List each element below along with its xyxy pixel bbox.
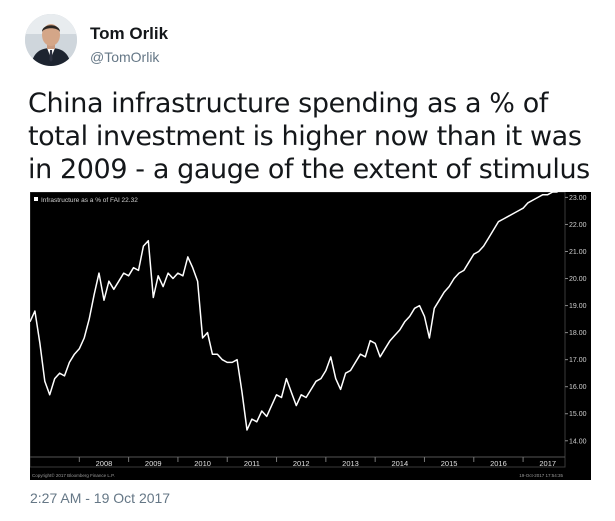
- y-tick-label: 19.00: [569, 303, 587, 310]
- x-tick-label: 2017: [539, 459, 556, 468]
- y-tick-label: 15.00: [569, 411, 587, 418]
- y-tick-label: 23.00: [569, 195, 587, 202]
- series-line-infrastructure: [29, 191, 558, 431]
- y-tick-label: 16.00: [569, 384, 587, 391]
- line-chart: Infrastructure as a % of FAI 22.32 2008 2…: [29, 191, 591, 480]
- author-name[interactable]: Tom Orlik: [90, 24, 169, 43]
- x-tick-label: 2010: [194, 459, 211, 468]
- y-axis-ticks: 14.00 15.00 16.00 17.00 18.00 19.00 20.00 21.00…: [565, 195, 587, 445]
- y-tick-label: 20.00: [569, 276, 587, 283]
- tweet-text: China infrastructure spending as a % of …: [28, 88, 590, 185]
- x-tick-label: 2015: [441, 459, 458, 468]
- tweet-timestamp[interactable]: 2:27 AM - 19 Oct 2017: [30, 490, 171, 506]
- chart-image[interactable]: Infrastructure as a % of FAI 22.32 2008 2…: [29, 191, 591, 480]
- x-tick-label: 2008: [96, 459, 113, 468]
- y-tick-label: 21.00: [569, 249, 587, 256]
- y-tick-label: 14.00: [569, 438, 587, 445]
- author-handle[interactable]: @TomOrlik: [90, 49, 160, 65]
- x-tick-label: 2014: [391, 459, 408, 468]
- x-axis-ticks: 2008 2009 2010 2011 2012 2013 2014 2015 2016 2017: [78, 457, 556, 468]
- plot-frame: [29, 191, 566, 468]
- x-tick-label: 2012: [293, 459, 310, 468]
- x-tick-label: 2011: [244, 459, 260, 468]
- y-tick-label: 17.00: [569, 357, 587, 364]
- avatar[interactable]: [25, 14, 77, 66]
- y-tick-label: 18.00: [569, 330, 587, 337]
- x-tick-label: 2013: [342, 459, 359, 468]
- legend-swatch: [34, 197, 38, 201]
- chart-background: [30, 192, 591, 480]
- chart-copyright: Copyright© 2017 Bloomberg Finance L.P.: [32, 472, 115, 478]
- y-tick-label: 22.00: [569, 222, 587, 229]
- legend-label: Infrastructure as a % of FAI 22.32: [41, 197, 138, 204]
- chart-datetime: 19-Oct-2017 17:54:35: [519, 473, 563, 478]
- x-tick-label: 2016: [490, 459, 507, 468]
- avatar-photo-icon: [25, 14, 77, 66]
- x-tick-label: 2009: [145, 459, 162, 468]
